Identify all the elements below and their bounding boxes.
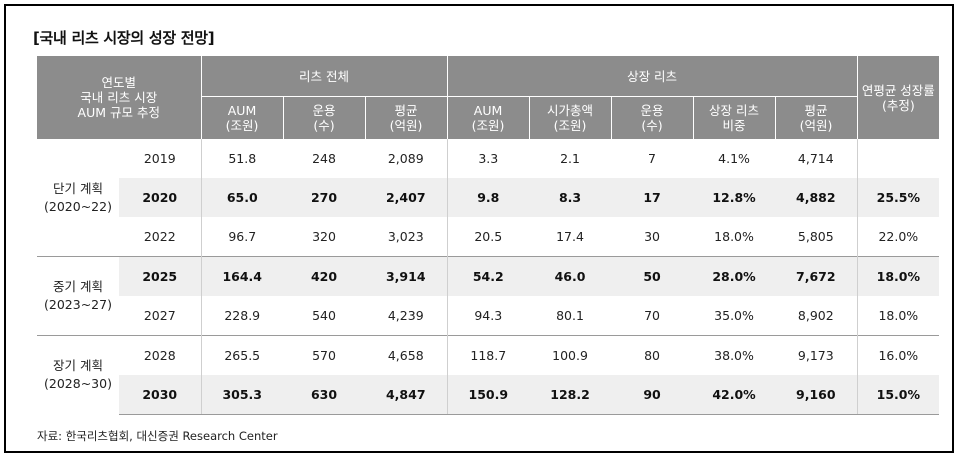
data-cell: 9,173 (775, 335, 858, 375)
data-cell: 70 (644, 308, 660, 323)
data-cell: 54.2 (447, 256, 530, 296)
data-cell: 100.9 (529, 335, 612, 375)
data-cell: 305.3 (201, 375, 283, 415)
data-cell: 18.0% (714, 229, 754, 244)
data-cell: 228.9 (224, 308, 261, 323)
table-row: 2030 305.3 630 4,847 150.9 128.2 90 42.0… (37, 375, 940, 415)
data-cell: 2,407 (365, 178, 448, 217)
table-row: 2027 228.9 540 4,239 94.3 80.1 70 35.0% … (37, 296, 939, 336)
data-cell: 30 (644, 229, 660, 244)
data-cell: 5,805 (775, 217, 858, 257)
plan-label: 중기 계획 (2023~27) (37, 256, 119, 336)
data-cell: 7,672 (775, 256, 858, 296)
year-cell: 2025 (119, 256, 202, 296)
data-cell: 90 (611, 375, 694, 415)
table-row: 2020 65.0 270 2,407 9.8 8.3 17 12.8% 4,8… (37, 178, 940, 217)
data-cell: 164.4 (201, 256, 283, 296)
data-cell: 3.3 (478, 151, 499, 166)
data-cell: 28.0% (693, 256, 776, 296)
data-cell: 17 (611, 178, 694, 217)
source-note: 자료: 한국리츠협회, 대신증권 Research Center (37, 429, 278, 443)
year-cell: 2028 (119, 335, 202, 375)
data-cell: 65.0 (201, 178, 283, 217)
data-cell: 3,914 (365, 256, 448, 296)
col-header: 시가총액 (조원) (528, 96, 612, 139)
year-cell: 2022 (119, 217, 202, 257)
table-title: [국내 리츠 시장의 성장 전망] (33, 29, 215, 47)
data-cell: 16.0% (857, 335, 940, 375)
year-cell: 2030 (119, 375, 202, 415)
table-row: 단기 계획 (2020~22) 2019 51.8 248 2,089 3.3 2… (37, 139, 939, 257)
data-cell: 4.1% (718, 151, 750, 166)
data-cell: 42.0% (693, 375, 776, 415)
reits-growth-table: 연도별 국내 리츠 시장 AUM 규모 추정 리츠 전체 상장 리츠 연평균 성장률… (37, 56, 940, 415)
col-header: 평균 (억원) (364, 96, 448, 139)
data-cell: 2.1 (560, 151, 580, 166)
col-header: 운용 (수) (610, 96, 694, 139)
year-cell: 2019 (119, 139, 202, 178)
data-cell: 20.5 (474, 229, 503, 244)
col-header: AUM (조원) (200, 96, 283, 139)
data-cell: 4,882 (775, 178, 858, 217)
data-cell: 51.8 (228, 151, 257, 166)
data-cell: 38.0% (693, 335, 776, 375)
table-row: 장기 계획 (2028~30) 2028 265.5 570 4,658 118.… (37, 335, 940, 415)
table-row: 중기 계획 (2023~27) 2025 164.4 420 3,914 54.2… (37, 256, 940, 336)
data-cell: 17.4 (556, 229, 584, 244)
data-cell: 570 (283, 335, 365, 375)
data-cell: 4,239 (365, 296, 448, 336)
data-cell: 248 (312, 151, 336, 166)
plan-label: 장기 계획 (2028~30) (37, 335, 119, 415)
data-cell: 420 (283, 256, 365, 296)
data-cell: 150.9 (447, 375, 530, 415)
data-cell: 9,160 (775, 375, 858, 415)
cagr-header: 연평균 성장률 (추정) (856, 56, 940, 139)
data-cell: 128.2 (529, 375, 612, 415)
data-cell: 25.5% (857, 178, 940, 217)
data-cell: 15.0% (857, 375, 940, 415)
data-cell: 18.0% (878, 308, 919, 323)
col-header: AUM (조원) (446, 96, 530, 139)
data-cell: 9.8 (447, 178, 530, 217)
data-cell: 4,714 (775, 139, 858, 178)
data-cell: 46.0 (529, 256, 612, 296)
year-cell: 2027 (119, 296, 202, 336)
data-cell: 8,902 (775, 296, 858, 336)
data-cell: 80 (611, 335, 694, 375)
data-cell: 540 (312, 308, 336, 323)
data-cell: 270 (283, 178, 365, 217)
data-cell: 12.8% (693, 178, 776, 217)
data-cell: 35.0% (714, 308, 754, 323)
col-header: 운용 (수) (282, 96, 365, 139)
data-cell: 4,847 (365, 375, 448, 415)
year-cell: 2020 (119, 178, 202, 217)
group-header-listed-reits: 상장 리츠 (446, 56, 858, 97)
data-cell: 50 (611, 256, 694, 296)
plan-label: 단기 계획 (2020~22) (37, 139, 119, 257)
table-row: 2022 96.7 320 3,023 20.5 17.4 30 18.0% 5… (37, 217, 939, 257)
data-cell: 80.1 (556, 308, 584, 323)
data-cell: 118.7 (447, 335, 530, 375)
data-cell: 265.5 (201, 335, 283, 375)
data-cell: 320 (312, 229, 336, 244)
group-header-all-reits: 리츠 전체 (200, 56, 448, 97)
data-cell: 3,023 (365, 217, 448, 257)
data-cell: 630 (283, 375, 365, 415)
col-header: 평균 (억원) (774, 96, 858, 139)
data-cell: 18.0% (857, 256, 940, 296)
corner-header: 연도별 국내 리츠 시장 AUM 규모 추정 (37, 56, 201, 139)
data-cell: 8.3 (529, 178, 612, 217)
data-cell: 4,658 (365, 335, 448, 375)
data-cell: 22.0% (878, 229, 919, 244)
data-cell: 7 (648, 151, 656, 166)
data-cell: 2,089 (365, 139, 448, 178)
data-cell: 96.7 (228, 229, 257, 244)
data-cell (857, 139, 939, 178)
col-header: 상장 리츠 비중 (692, 96, 776, 139)
data-cell: 94.3 (474, 308, 503, 323)
